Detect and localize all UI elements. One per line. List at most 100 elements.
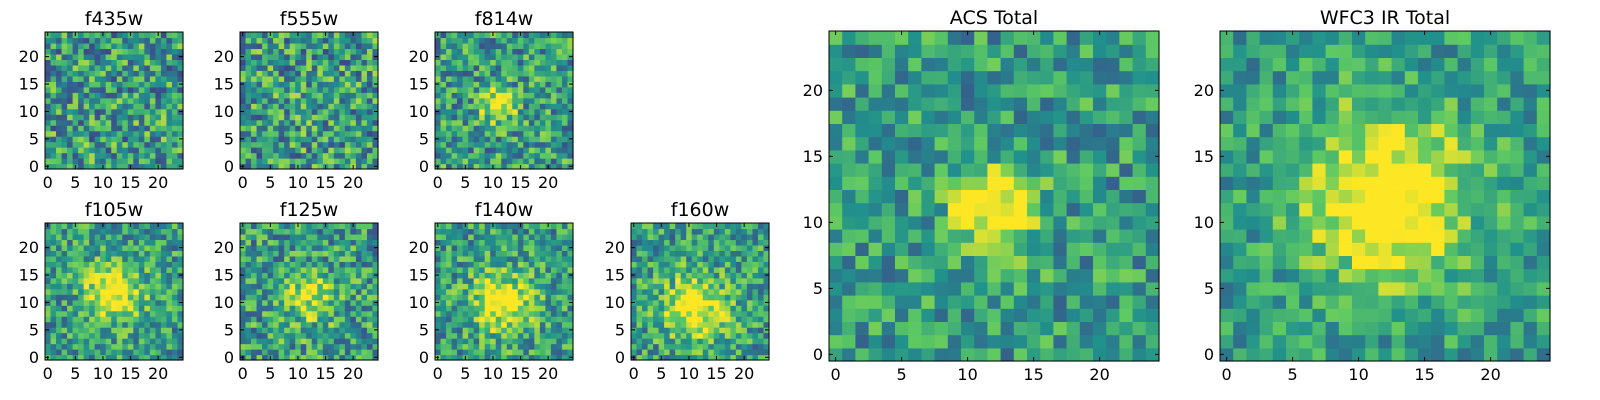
- heatmap-cell: [735, 272, 742, 279]
- heatmap-cell: [490, 42, 497, 50]
- heatmap-cell: [961, 347, 975, 362]
- heatmap-cell: [171, 233, 179, 241]
- heatmap-cell: [440, 42, 447, 50]
- heatmap-cell: [462, 250, 469, 257]
- heatmap-cell: [289, 64, 296, 71]
- heatmap-cell: [350, 92, 357, 99]
- heatmap-cell: [735, 250, 742, 257]
- heatmap-cell: [111, 223, 118, 230]
- heatmap-cell: [735, 288, 742, 295]
- heatmap-cell: [245, 163, 252, 170]
- heatmap-cell: [1145, 202, 1160, 217]
- heatmap-cell: [127, 75, 134, 82]
- heatmap-cell: [350, 75, 357, 82]
- heatmap-cell: [344, 141, 351, 148]
- heatmap-cell: [171, 48, 179, 55]
- heatmap-cell: [295, 349, 302, 356]
- heatmap-cell: [561, 332, 569, 339]
- heatmap-cell: [1093, 202, 1107, 217]
- heatmap-cell: [322, 75, 329, 82]
- heatmap-cell: [116, 48, 123, 55]
- heatmap-cell: [1079, 281, 1094, 296]
- heatmap-cell: [550, 75, 558, 82]
- heatmap-cell: [457, 332, 464, 339]
- heatmap-cell: [642, 255, 649, 262]
- heatmap-cell: [61, 114, 68, 121]
- heatmap-cell: [100, 228, 107, 235]
- heatmap-cell: [177, 228, 184, 235]
- heatmap-cell: [100, 147, 107, 154]
- heatmap-cell: [278, 158, 285, 165]
- heatmap-cell: [708, 244, 715, 251]
- heatmap-cell: [133, 239, 140, 246]
- heatmap-cell: [545, 86, 552, 93]
- heatmap-cell: [278, 108, 285, 115]
- heatmap-cell: [333, 97, 340, 104]
- heatmap-cell: [144, 108, 151, 115]
- heatmap-cell: [328, 103, 335, 110]
- heatmap-cell: [479, 59, 486, 66]
- heatmap-cell: [468, 310, 475, 317]
- heatmap-cell: [361, 130, 368, 137]
- heatmap-cell: [56, 321, 63, 328]
- heatmap-cell: [735, 316, 742, 323]
- heatmap-cell: [361, 316, 368, 323]
- heatmap-cell: [528, 283, 535, 290]
- heatmap-cell: [691, 321, 698, 328]
- heatmap-cell: [440, 130, 447, 137]
- heatmap-cell: [311, 261, 318, 268]
- heatmap-cell: [45, 343, 52, 350]
- heatmap-cell: [735, 283, 742, 290]
- heatmap-cell: [479, 75, 486, 82]
- heatmap-cell: [730, 338, 737, 345]
- heatmap-cell: [56, 310, 63, 317]
- heatmap-cell: [83, 250, 90, 257]
- heatmap-cell: [868, 229, 883, 243]
- heatmap-cell: [567, 75, 574, 82]
- heatmap-cell: [177, 32, 184, 39]
- heatmap-cell: [333, 261, 340, 268]
- heatmap-cell: [100, 86, 107, 93]
- heatmap-cell: [355, 354, 363, 361]
- heatmap-cell: [512, 327, 519, 334]
- heatmap-cell: [512, 343, 519, 350]
- heatmap-cell: [267, 310, 274, 317]
- heatmap-cell: [647, 255, 654, 262]
- heatmap-cell: [295, 64, 302, 71]
- heatmap-cell: [295, 294, 302, 301]
- heatmap-cell: [333, 92, 340, 99]
- heatmap-cell: [177, 277, 184, 284]
- heatmap-cell: [501, 64, 508, 71]
- heatmap-cell: [517, 86, 524, 93]
- heatmap-cell: [908, 334, 922, 349]
- heatmap-cell: [457, 354, 464, 361]
- heatmap-cell: [171, 244, 179, 251]
- heatmap-cell: [934, 295, 949, 309]
- heatmap-cell: [484, 64, 491, 71]
- heatmap-cell: [177, 321, 184, 328]
- heatmap-cell: [746, 250, 754, 257]
- heatmap-cell: [642, 316, 649, 323]
- heatmap-cell: [61, 299, 68, 306]
- heatmap-cell: [105, 141, 112, 148]
- heatmap-cell: [642, 354, 649, 361]
- heatmap-cell: [691, 316, 698, 323]
- heatmap-cell: [468, 92, 475, 99]
- heatmap-cell: [724, 272, 731, 279]
- heatmap-cell: [295, 239, 302, 246]
- heatmap-cell: [267, 332, 274, 339]
- heatmap-cell: [251, 158, 258, 165]
- heatmap-cell: [50, 32, 57, 39]
- heatmap-cell: [719, 288, 726, 295]
- heatmap-cell: [355, 37, 363, 44]
- heatmap-cell: [138, 125, 145, 132]
- heatmap-cell: [855, 163, 870, 177]
- heatmap-cell: [517, 255, 524, 262]
- heatmap-cell: [284, 48, 291, 55]
- heatmap-cell: [72, 294, 79, 301]
- heatmap-cell: [289, 223, 296, 230]
- heatmap-cell: [322, 119, 329, 126]
- heatmap-cell: [155, 294, 162, 301]
- heatmap-cell: [501, 283, 508, 290]
- heatmap-cell: [284, 244, 291, 251]
